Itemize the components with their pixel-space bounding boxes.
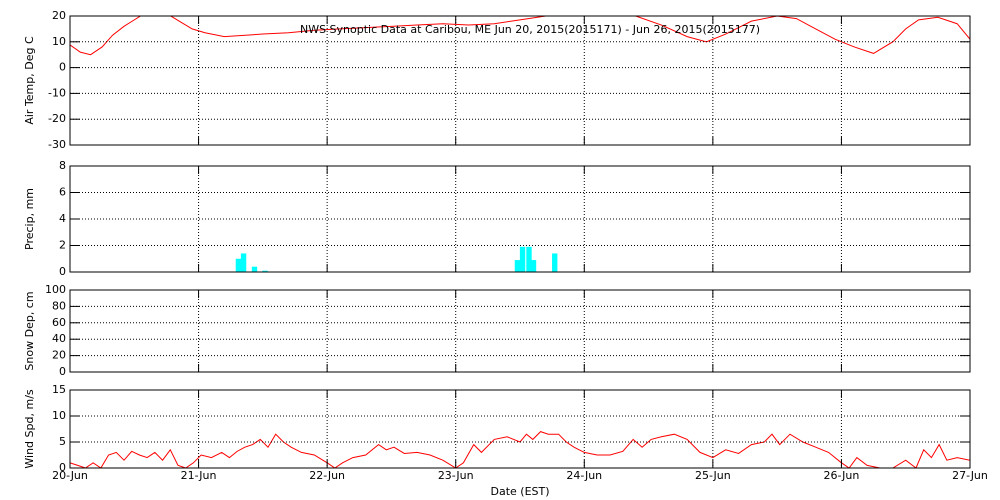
x-tick-label: 23-Jun (438, 469, 474, 482)
bar (514, 260, 521, 272)
plot-area (235, 246, 558, 272)
y-tick-label: -30 (48, 138, 66, 151)
plot-frame (69, 15, 971, 146)
data-line (70, 16, 970, 56)
bar (530, 260, 537, 272)
y-tick-label: 6 (59, 186, 66, 199)
x-tick-label: 27-Jun (952, 469, 988, 482)
plot-frame (69, 165, 971, 273)
y-tick-label: 0 (59, 265, 66, 278)
x-tick-label: 20-Jun (52, 469, 88, 482)
y-tick-label: 20 (52, 9, 66, 22)
x-tick-label: 26-Jun (824, 469, 860, 482)
y-tick-label: -10 (48, 86, 66, 99)
y-tick-label: 0 (59, 61, 66, 74)
bar (519, 246, 526, 272)
bar (262, 270, 268, 272)
bar (251, 266, 258, 272)
y-tick-label: 4 (59, 212, 66, 225)
plot-frame (69, 389, 971, 469)
y-tick-label: 0 (59, 461, 66, 474)
x-tick-label: 21-Jun (181, 469, 217, 482)
y-axis-label: Snow Dep, cm (23, 291, 36, 370)
y-tick-label: 20 (52, 349, 66, 362)
y-tick-label: 15 (52, 383, 66, 396)
y-tick-label: 100 (45, 283, 66, 296)
y-tick-label: -20 (48, 112, 66, 125)
y-tick-label: 10 (52, 409, 66, 422)
x-tick-label: 22-Jun (309, 469, 345, 482)
plot-area (70, 16, 970, 56)
plot-area (70, 431, 970, 468)
y-axis-label: Precip, mm (23, 188, 36, 250)
y-tick-label: 5 (59, 435, 66, 448)
bar (235, 258, 242, 272)
chart-title: NWS Synoptic Data at Caribou, ME Jun 20,… (300, 23, 760, 36)
bar (240, 253, 247, 272)
y-tick-label: 40 (52, 332, 66, 345)
plot-frame (69, 289, 971, 373)
y-tick-label: 10 (52, 35, 66, 48)
bar (552, 253, 558, 272)
data-line (70, 431, 970, 468)
y-tick-label: 60 (52, 316, 66, 329)
y-tick-label: 80 (52, 299, 66, 312)
y-axis-label: Air Temp, Deg C (23, 36, 36, 125)
y-tick-label: 2 (59, 239, 66, 252)
x-tick-label: 24-Jun (566, 469, 602, 482)
y-tick-label: 0 (59, 365, 66, 378)
x-tick-label: 25-Jun (695, 469, 731, 482)
y-tick-label: 8 (59, 159, 66, 172)
y-axis-label: Wind Spd, m/s (23, 389, 36, 469)
bar (526, 246, 532, 272)
x-axis-label: Date (EST) (490, 485, 549, 498)
